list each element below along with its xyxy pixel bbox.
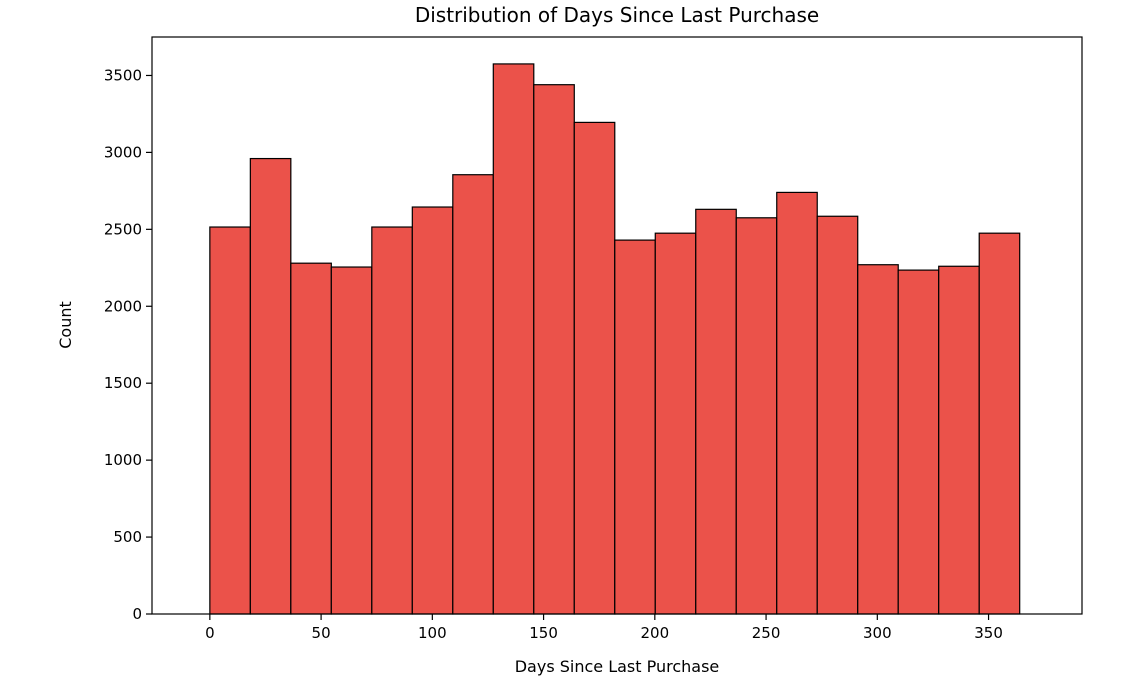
y-tick-label: 1000 xyxy=(104,451,142,469)
histogram-bar xyxy=(573,121,616,615)
y-tick-label: 3500 xyxy=(104,66,142,84)
y-tick-label: 0 xyxy=(132,605,142,623)
x-tick-label: 0 xyxy=(205,624,215,642)
histogram-bar xyxy=(614,239,656,615)
y-tick-label: 2000 xyxy=(104,297,142,315)
histogram-bar xyxy=(492,63,535,615)
histogram-bar xyxy=(411,206,454,615)
histogram-bar xyxy=(735,217,778,615)
x-tick-label: 150 xyxy=(529,624,558,642)
x-axis-ticks: 0 50 100 150 200 250 300 350 xyxy=(205,614,1003,642)
histogram-bar xyxy=(897,269,940,615)
histogram-bar xyxy=(371,226,413,615)
histogram-bar xyxy=(533,84,575,615)
y-axis-ticks: 0 500 1000 1500 2000 2500 3000 3500 xyxy=(104,66,152,623)
histogram-bar xyxy=(695,208,737,615)
x-tick-label: 350 xyxy=(974,624,1003,642)
histogram-bar xyxy=(978,232,1021,615)
x-axis-title: Days Since Last Purchase xyxy=(515,657,720,676)
x-tick-label: 300 xyxy=(863,624,892,642)
histogram-bar xyxy=(249,157,292,615)
y-axis-title: Count xyxy=(56,301,75,349)
chart-title: Distribution of Days Since Last Purchase xyxy=(415,3,819,27)
histogram-bar xyxy=(938,265,980,615)
y-tick-label: 3000 xyxy=(104,143,142,161)
histogram-bar xyxy=(452,174,494,615)
histogram-bar xyxy=(330,266,373,615)
histogram-bar xyxy=(209,226,251,615)
x-tick-label: 100 xyxy=(418,624,447,642)
plot-frame xyxy=(151,36,1083,615)
histogram-bar xyxy=(857,264,899,615)
y-tick-label: 1500 xyxy=(104,374,142,392)
histogram-bar xyxy=(290,262,332,615)
histogram-bar xyxy=(816,215,859,615)
x-tick-label: 250 xyxy=(752,624,781,642)
x-tick-label: 200 xyxy=(641,624,670,642)
y-tick-label: 500 xyxy=(113,528,142,546)
histogram-bar xyxy=(776,191,818,615)
y-tick-label: 2500 xyxy=(104,220,142,238)
x-tick-label: 50 xyxy=(312,624,331,642)
bars-group xyxy=(209,63,1021,615)
histogram-bar xyxy=(654,232,697,615)
